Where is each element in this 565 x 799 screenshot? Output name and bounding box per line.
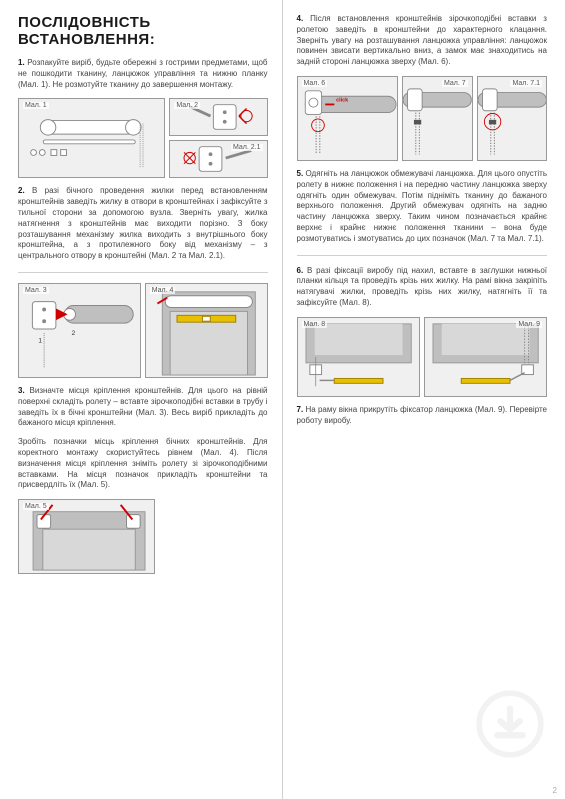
step-4-text: Після встановлення кронштейнів зірочкопо… bbox=[297, 14, 548, 66]
figure-2: Мал. 2 bbox=[169, 98, 267, 136]
step-5-num: 5. bbox=[297, 169, 304, 178]
watermark-icon bbox=[475, 689, 545, 759]
step-3-text: Визначте місця кріплення кронштейнів. Дл… bbox=[18, 386, 268, 427]
step-4: 4. Після встановлення кронштейнів зірочк… bbox=[297, 14, 548, 68]
page: ПОСЛІДОВНІСТЬ ВСТАНОВЛЕННЯ: 1. Розпакуйт… bbox=[0, 0, 565, 799]
step-1: 1. Розпакуйте виріб, будьте обережні з г… bbox=[18, 58, 268, 90]
figure-2-1: Мал. 2.1 bbox=[169, 140, 267, 178]
figure-7-1-label: Мал. 7.1 bbox=[510, 80, 542, 87]
fig-row-2: Мал. 3 1 2 bbox=[18, 283, 268, 378]
figure-5-label: Мал. 5 bbox=[23, 503, 49, 510]
figure-3: Мал. 3 1 2 bbox=[18, 283, 141, 378]
right-column: 4. Після встановлення кронштейнів зірочк… bbox=[283, 0, 565, 799]
step-7-text: На раму вікна прикрутіть фіксатор ланцюж… bbox=[297, 405, 548, 425]
page-number: 2 bbox=[553, 786, 557, 795]
figure-7: Мал. 7 bbox=[402, 76, 472, 161]
figure-8-label: Мал. 8 bbox=[302, 321, 328, 328]
step-7: 7. На раму вікна прикрутіть фіксатор лан… bbox=[297, 405, 548, 427]
fig-row-5: Мал. 8 Мал. 9 bbox=[297, 317, 548, 397]
figure-5: Мал. 5 bbox=[18, 499, 155, 574]
step-2-num: 2. bbox=[18, 186, 25, 195]
figure-1: Мал. 1 bbox=[18, 98, 165, 178]
divider-right bbox=[297, 255, 548, 256]
figure-8: Мал. 8 bbox=[297, 317, 420, 397]
figure-1-label: Мал. 1 bbox=[23, 102, 49, 109]
svg-text:2: 2 bbox=[72, 330, 76, 337]
step-7-num: 7. bbox=[297, 405, 304, 414]
step-3: 3. Визначте місця кріплення кронштейнів.… bbox=[18, 386, 268, 429]
step-2-text: В разі бічного проведення жилки перед вс… bbox=[18, 186, 268, 260]
figure-7-1: Мал. 7.1 bbox=[477, 76, 547, 161]
step-6-text: В разі фіксації виробу під нахил, вставт… bbox=[297, 266, 548, 307]
figure-9: Мал. 9 bbox=[424, 317, 547, 397]
svg-text:1: 1 bbox=[38, 338, 42, 345]
figure-2-1-label: Мал. 2.1 bbox=[231, 144, 263, 151]
figure-6-label: Мал. 6 bbox=[302, 80, 328, 87]
divider-left bbox=[18, 272, 268, 273]
step-4-num: 4. bbox=[297, 14, 304, 23]
figure-6: Мал. 6 click bbox=[297, 76, 399, 161]
left-column: ПОСЛІДОВНІСТЬ ВСТАНОВЛЕННЯ: 1. Розпакуйт… bbox=[0, 0, 283, 799]
step-3b: Зробіть позначки місць кріплення бічних … bbox=[18, 437, 268, 491]
step-1-text: Розпакуйте виріб, будьте обережні з гост… bbox=[18, 58, 268, 89]
fig-row-3: Мал. 5 bbox=[18, 499, 268, 574]
fig-row-1: Мал. 1 bbox=[18, 98, 268, 178]
figure-3-label: Мал. 3 bbox=[23, 287, 49, 294]
step-3-num: 3. bbox=[18, 386, 25, 395]
step-2: 2. В разі бічного проведення жилки перед… bbox=[18, 186, 268, 262]
figure-4: Мал. 4 bbox=[145, 283, 268, 378]
step-3b-text: Зробіть позначки місць кріплення бічних … bbox=[18, 437, 268, 489]
figure-4-label: Мал. 4 bbox=[150, 287, 176, 294]
figure-2-label: Мал. 2 bbox=[174, 102, 200, 109]
click-label: click bbox=[336, 98, 349, 104]
figure-9-label: Мал. 9 bbox=[516, 321, 542, 328]
step-5: 5. Одягніть на ланцюжок обмежувачі ланцю… bbox=[297, 169, 548, 245]
step-5-text: Одягніть на ланцюжок обмежувачі ланцюжка… bbox=[297, 169, 548, 243]
figure-7-label: Мал. 7 bbox=[442, 80, 468, 87]
fig-row-4: Мал. 6 click Мал. 7 bbox=[297, 76, 548, 161]
step-6: 6. В разі фіксації виробу під нахил, вст… bbox=[297, 266, 548, 309]
step-6-num: 6. bbox=[297, 266, 304, 275]
step-1-num: 1. bbox=[18, 58, 25, 67]
page-title: ПОСЛІДОВНІСТЬ ВСТАНОВЛЕННЯ: bbox=[18, 14, 268, 48]
